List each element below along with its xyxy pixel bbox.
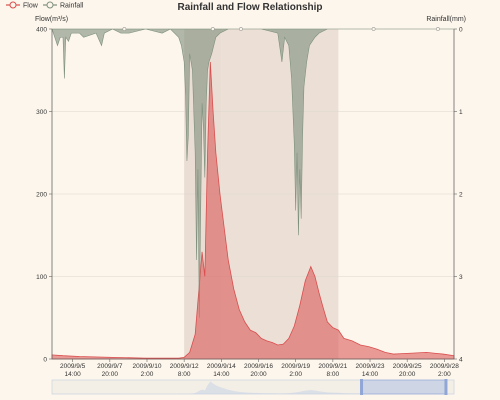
- y-right-axis-name: Rainfall(mm): [426, 16, 466, 23]
- y-left-axis-ticks: 0 100 200 300 400: [36, 27, 52, 364]
- x-axis-ticks: 2009/9/5 14:00 2009/9/7 20:00 2009/9/10 2:00 2…: [60, 359, 459, 378]
- y-right-tick-label-1: 1: [459, 109, 463, 116]
- legend-item-rainfall[interactable]: Rainfall: [43, 1, 84, 10]
- rainfall-series: [51, 27, 454, 318]
- y-right-axis-ticks: 0 1 2 3 4: [454, 27, 463, 364]
- rainfall-area: [51, 28, 454, 318]
- flow-series: [51, 61, 455, 360]
- x-tick-label-8: 2009/9/23 14:00: [356, 363, 385, 378]
- y-left-axis-name: Flow(m³/s): [35, 16, 68, 23]
- x-tick-label-0: 2009/9/5 14:00: [60, 363, 86, 378]
- x-tick-label-5: 2009/9/16 20:00: [244, 363, 273, 378]
- zoom-window[interactable]: [361, 379, 447, 395]
- x-tick-label-6: 2009/9/19 2:00: [281, 363, 310, 378]
- legend-item-flow[interactable]: Flow: [6, 1, 39, 10]
- x-tick-label-2: 2009/9/10 2:00: [133, 363, 162, 378]
- zoom-handle-end[interactable]: [444, 379, 448, 395]
- y-right-tick-label-2: 2: [459, 192, 463, 199]
- y-left-tick-label-100: 100: [36, 274, 47, 281]
- y-left-tick-label-400: 400: [36, 27, 47, 34]
- legend: Flow Rainfall: [6, 1, 84, 10]
- rainfall-symbol-2: [210, 27, 215, 31]
- y-right-tick-label-4: 4: [459, 357, 463, 364]
- legend-rainfall-label: Rainfall: [60, 3, 84, 10]
- data-zoom-slider[interactable]: [51, 379, 455, 395]
- x-tick-label-7: 2009/9/21 8:00: [318, 363, 347, 378]
- x-tick-label-9: 2009/9/25 20:00: [393, 363, 422, 378]
- x-tick-label-3: 2009/9/12 8:00: [170, 363, 199, 378]
- chart-title: Rainfall and Flow Relationship: [177, 2, 322, 13]
- x-tick-label-1: 2009/9/7 20:00: [97, 363, 123, 378]
- x-tick-label-4: 2009/9/14 14:00: [207, 363, 236, 378]
- rainfall-symbol-5: [436, 27, 440, 31]
- y-right-tick-label-3: 3: [459, 274, 463, 281]
- y-left-tick-label-200: 200: [36, 192, 47, 199]
- y-right-tick-label-0: 0: [459, 27, 463, 34]
- legend-flow-label: Flow: [23, 3, 39, 10]
- legend-rainfall-symbol: [46, 1, 54, 9]
- y-left-tick-label-0: 0: [43, 357, 47, 364]
- rainfall-symbol-3: [239, 27, 243, 31]
- rainfall-symbol-1: [122, 27, 127, 31]
- y-left-tick-label-300: 300: [36, 109, 47, 116]
- legend-flow-symbol: [9, 1, 17, 9]
- rainfall-symbol-4: [371, 27, 376, 31]
- flow-area: [51, 61, 455, 360]
- x-tick-label-10: 2009/9/28 2:00: [430, 363, 459, 378]
- zoom-handle-start[interactable]: [360, 379, 364, 395]
